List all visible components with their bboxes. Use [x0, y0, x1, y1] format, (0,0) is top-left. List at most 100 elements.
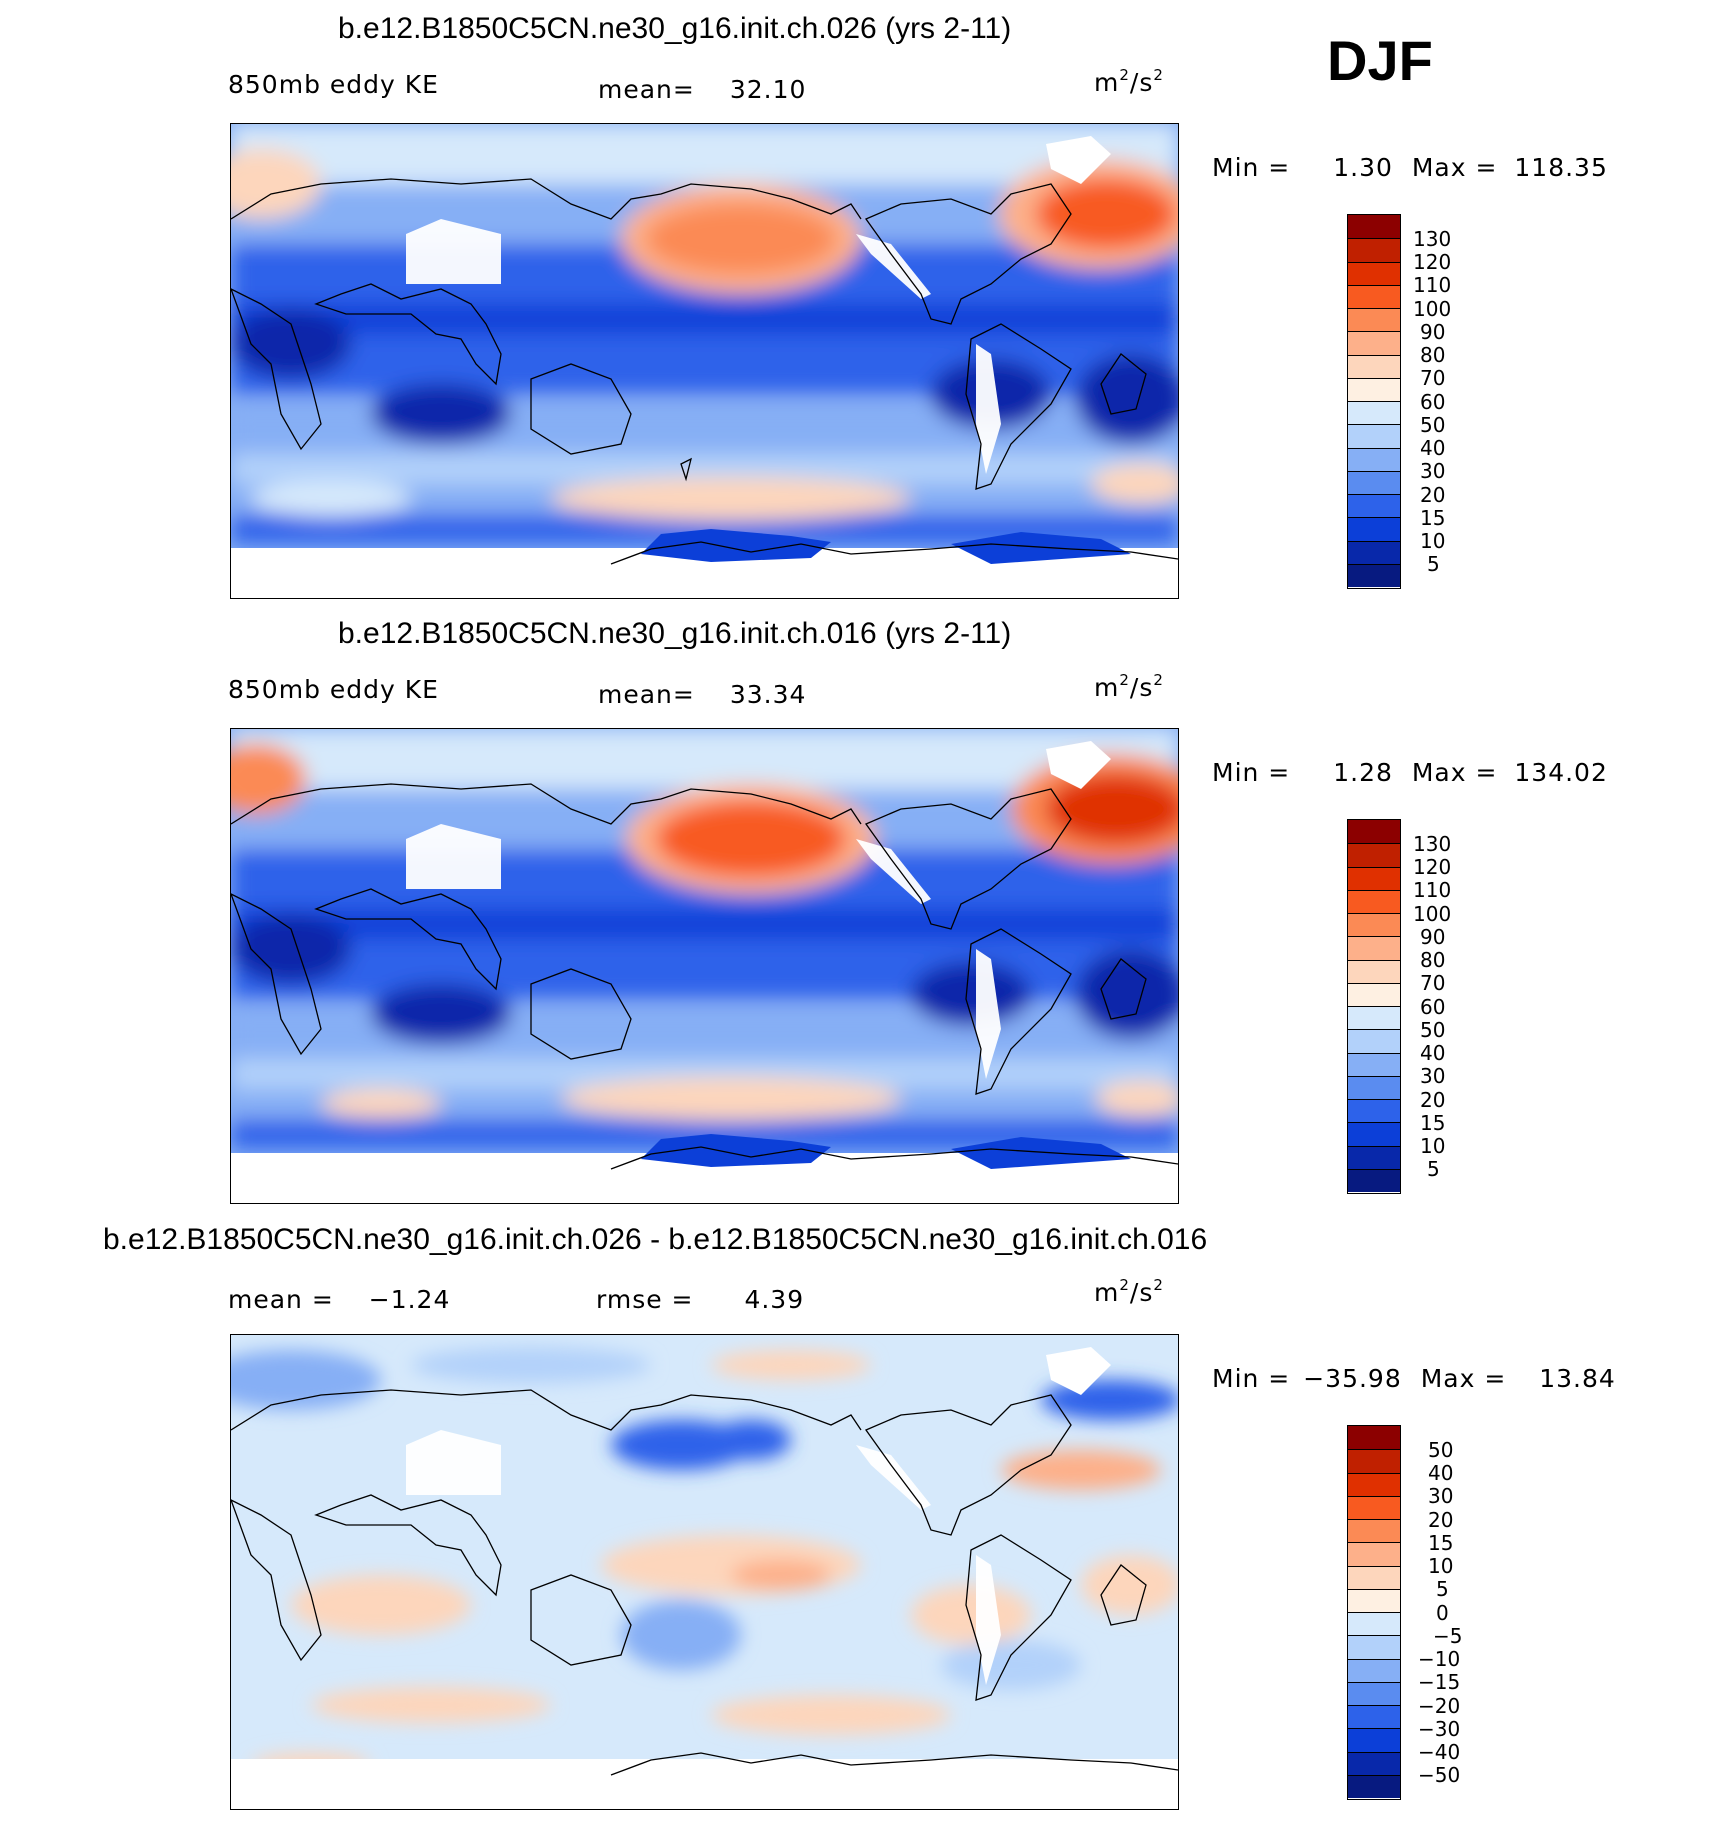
panel-1-mean-value: 32.10 [729, 75, 807, 104]
units-mid: /s [1129, 673, 1154, 702]
colorbar-swatch [1348, 913, 1400, 937]
units-sup: 2 [1153, 1276, 1164, 1294]
colorbar-swatch [1348, 517, 1400, 541]
panel-3-mean-label: mean = −1.24 [228, 1285, 450, 1314]
units-sup: 2 [1153, 671, 1164, 689]
colorbar-tick-label: 80 [1420, 343, 1446, 367]
max-label: Max = [1420, 1364, 1507, 1393]
colorbar-tick-label: 10 [1420, 1134, 1446, 1158]
panel-2-variable-label: 850mb eddy KE [228, 675, 439, 704]
colorbar-swatch [1348, 1495, 1400, 1519]
colorbar-tick-label: 120 [1413, 855, 1452, 879]
panel-3-rmse-value: 4.39 [744, 1285, 805, 1314]
colorbar-swatch [1348, 284, 1400, 308]
colorbar-tick-label: −20 [1418, 1693, 1461, 1718]
colorbar-swatch [1348, 1751, 1400, 1775]
colorbar-swatch [1348, 238, 1400, 262]
units-sup: 2 [1153, 66, 1164, 84]
colorbar-swatch [1348, 936, 1400, 960]
colorbar-tick-label: 0 [1436, 1600, 1449, 1625]
colorbar-swatch [1348, 1168, 1400, 1192]
max-value: 13.84 [1539, 1364, 1616, 1393]
panel-2-mean-label: mean= 33.34 [598, 680, 806, 709]
panel-1-colorbar [1347, 214, 1401, 589]
colorbar-tick-label: 100 [1413, 901, 1452, 926]
panel-1-mean-text: mean= [598, 75, 695, 104]
colorbar-tick-label: 130 [1413, 226, 1452, 251]
colorbar-tick-label: 50 [1428, 1437, 1454, 1462]
colorbar-tick-label: 10 [1420, 529, 1446, 553]
colorbar-tick-label: 90 [1420, 319, 1446, 344]
panel-1-units: m2/s2 [1094, 66, 1164, 97]
colorbar-swatch [1348, 1099, 1400, 1123]
colorbar-swatch [1348, 470, 1400, 494]
colorbar-tick-label: 110 [1413, 878, 1452, 903]
colorbar-tick-label: 70 [1420, 971, 1446, 996]
colorbar-swatch [1348, 1519, 1400, 1543]
colorbar-tick-label: 50 [1420, 1017, 1446, 1042]
colorbar-swatch [1348, 377, 1400, 401]
colorbar-tick-label: −10 [1418, 1647, 1461, 1671]
panel-3-mean-value: −1.24 [368, 1285, 451, 1314]
colorbar-swatch [1348, 1705, 1400, 1729]
panel-2-units: m2/s2 [1094, 671, 1164, 702]
colorbar-tick-label: 120 [1413, 250, 1452, 274]
colorbar-swatch [1348, 1145, 1400, 1169]
min-label: Min = [1212, 1364, 1291, 1393]
colorbar-tick-label: −50 [1418, 1763, 1461, 1788]
colorbar-swatch [1348, 540, 1400, 564]
panel-2-mean-value: 33.34 [729, 680, 807, 709]
colorbar-tick-label: 60 [1420, 994, 1446, 1019]
colorbar-tick-label: 80 [1420, 948, 1446, 972]
colorbar-tick-label: 90 [1420, 924, 1446, 949]
colorbar-swatch [1348, 1426, 1400, 1450]
colorbar-swatch [1348, 1774, 1400, 1798]
colorbar-swatch [1348, 424, 1400, 448]
colorbar-tick-label: 30 [1420, 1064, 1446, 1089]
max-label: Max = [1411, 758, 1498, 787]
colorbar-swatch [1348, 982, 1400, 1006]
min-value: −35.98 [1303, 1364, 1402, 1393]
colorbar-swatch [1348, 563, 1400, 587]
panel-2-mean-text: mean= [598, 680, 695, 709]
panel-1-variable-label: 850mb eddy KE [228, 70, 439, 99]
colorbar-swatch [1348, 1029, 1400, 1053]
min-label: Min = [1212, 758, 1291, 787]
colorbar-swatch [1348, 959, 1400, 983]
colorbar-swatch [1348, 261, 1400, 285]
colorbar-tick-label: −5 [1433, 1623, 1463, 1648]
colorbar-swatch [1348, 494, 1400, 518]
colorbar-swatch [1348, 1565, 1400, 1589]
colorbar-tick-label: 20 [1420, 1087, 1446, 1112]
colorbar-tick-label: 40 [1420, 1041, 1446, 1065]
colorbar-tick-label: 20 [1428, 1507, 1454, 1532]
colorbar-swatch [1348, 1681, 1400, 1705]
colorbar-tick-label: 15 [1420, 1110, 1446, 1135]
colorbar-swatch [1348, 1612, 1400, 1636]
season-label: DJF [1327, 29, 1433, 92]
colorbar-swatch [1348, 401, 1400, 425]
panel-3-colorbar [1347, 1425, 1401, 1800]
colorbar-swatch [1348, 1472, 1400, 1496]
panel-3-rmse-text: rmse = [596, 1285, 694, 1314]
panel-2-title: b.e12.B1850C5CN.ne30_g16.init.ch.016 (yr… [338, 617, 1012, 650]
colorbar-tick-label: 50 [1420, 412, 1446, 437]
panel-2-colorbar [1347, 819, 1401, 1194]
colorbar-tick-label: 130 [1413, 831, 1452, 856]
colorbar-tick-label: 15 [1420, 505, 1446, 530]
colorbar-swatch [1348, 1052, 1400, 1076]
colorbar-tick-label: 15 [1428, 1530, 1454, 1555]
colorbar-tick-label: 100 [1413, 296, 1452, 321]
units-sup: 2 [1119, 66, 1130, 84]
colorbar-swatch [1348, 308, 1400, 332]
colorbar-tick-label: −30 [1418, 1716, 1461, 1741]
colorbar-swatch [1348, 331, 1400, 355]
colorbar-tick-label: 5 [1427, 552, 1440, 577]
colorbar-tick-label: 40 [1420, 436, 1446, 460]
colorbar-tick-label: 5 [1427, 1157, 1440, 1182]
colorbar-tick-label: 60 [1420, 389, 1446, 414]
colorbar-tick-label: 10 [1428, 1554, 1454, 1578]
colorbar-swatch [1348, 889, 1400, 913]
panel-1-mean-label: mean= 32.10 [598, 75, 806, 104]
colorbar-swatch [1348, 1728, 1400, 1752]
